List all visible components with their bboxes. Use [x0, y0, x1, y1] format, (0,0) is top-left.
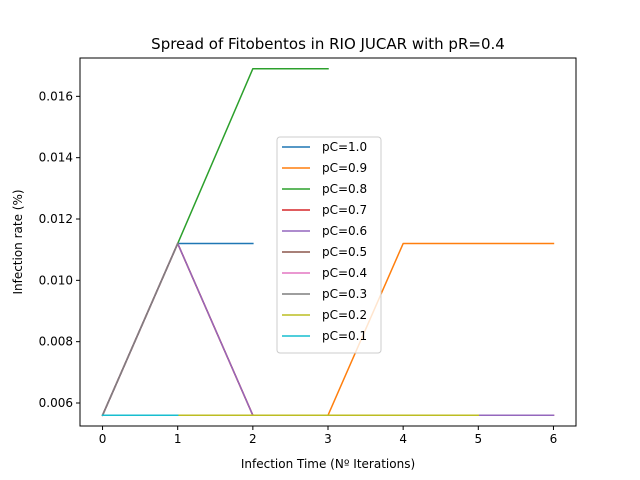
legend-label: pC=0.9 [322, 161, 367, 175]
x-tick-label: 3 [324, 432, 332, 446]
legend-label: pC=0.3 [322, 287, 367, 301]
y-tick-label: 0.006 [39, 396, 73, 410]
legend-label: pC=0.2 [322, 308, 367, 322]
legend-label: pC=0.8 [322, 182, 367, 196]
legend-label: pC=0.5 [322, 245, 367, 259]
legend-label: pC=0.4 [322, 266, 367, 280]
plot-lines [101, 67, 555, 417]
legend-box [276, 136, 382, 354]
x-tick-label: 6 [550, 432, 558, 446]
legend-label: pC=0.7 [322, 203, 367, 217]
y-axis: 0.006 0.008 0.010 0.012 0.014 0.016 [39, 89, 80, 410]
y-tick-label: 0.016 [39, 89, 73, 103]
x-tick-label: 5 [474, 432, 482, 446]
x-tick-label: 1 [174, 432, 182, 446]
series-line-7 [101, 242, 179, 417]
y-tick-label: 0.010 [39, 273, 73, 287]
y-tick-label: 0.014 [39, 151, 73, 165]
y-tick-label: 0.012 [39, 212, 73, 226]
legend-label: pC=1.0 [322, 140, 367, 154]
legend-label: pC=0.1 [322, 329, 367, 343]
y-axis-label: Infection rate (%) [11, 189, 25, 294]
x-tick-label: 4 [399, 432, 407, 446]
y-tick-label: 0.008 [39, 335, 73, 349]
x-tick-label: 0 [99, 432, 107, 446]
legend-label: pC=0.6 [322, 224, 367, 238]
x-axis-label: Infection Time (Nº Iterations) [241, 457, 415, 471]
legend: pC=1.0 pC=0.9 pC=0.8 pC=0.7 pC=0.6 pC=0.5 pC=0… [276, 136, 382, 354]
x-axis: 0 1 2 3 4 5 6 [99, 426, 558, 446]
chart-title: Spread of Fitobentos in RIO JUCAR with p… [151, 35, 505, 53]
x-tick-label: 2 [249, 432, 257, 446]
